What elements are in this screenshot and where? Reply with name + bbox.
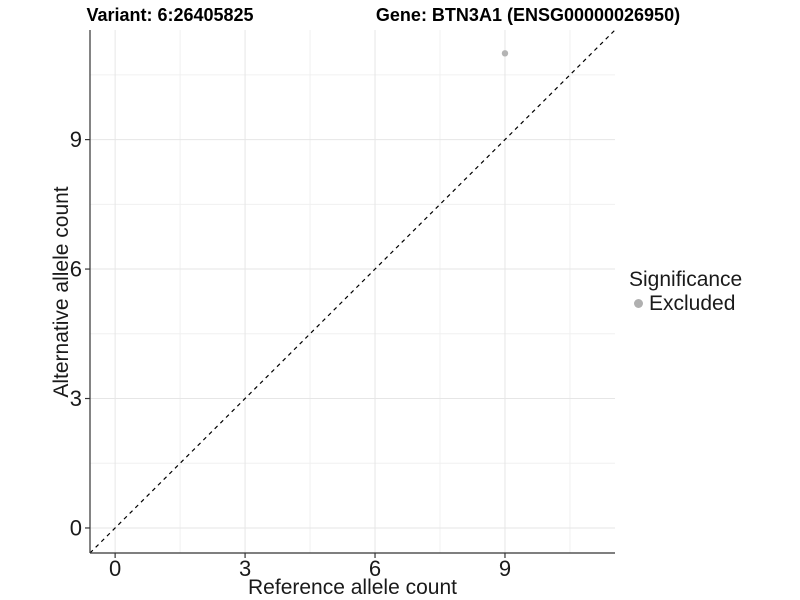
- plot-title-variant: Variant: 6:26405825: [86, 5, 254, 25]
- x-tick-label: 6: [369, 556, 381, 581]
- x-tick-label: 9: [499, 556, 511, 581]
- legend-item-excluded: Excluded: [629, 292, 742, 315]
- legend-item-label: Excluded: [649, 292, 736, 316]
- y-tick-label: 6: [70, 257, 82, 282]
- y-tick-label: 3: [70, 386, 82, 411]
- legend-point-icon: [634, 299, 643, 309]
- plot-title-gene: Gene: BTN3A1 (ENSG00000026950): [375, 5, 681, 25]
- identity-reference-line: [89, 29, 616, 554]
- y-tick-label: 9: [70, 127, 82, 152]
- x-tick-label: 0: [109, 556, 121, 581]
- y-axis-title: Alternative allele count: [50, 186, 73, 398]
- data-point: [501, 50, 509, 57]
- legend-title: Significance: [629, 268, 743, 291]
- x-tick-label: 3: [239, 556, 251, 581]
- y-tick-label: 0: [70, 515, 82, 540]
- x-axis-title: Reference allele count: [248, 576, 457, 599]
- legend: Significance Excluded: [629, 268, 742, 315]
